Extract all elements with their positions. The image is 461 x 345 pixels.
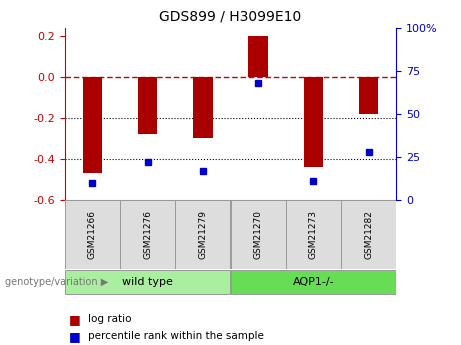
Bar bbox=[304, 77, 323, 167]
Bar bbox=[83, 77, 102, 174]
Text: ■: ■ bbox=[69, 330, 81, 343]
Text: GSM21273: GSM21273 bbox=[309, 210, 318, 259]
Text: GSM21282: GSM21282 bbox=[364, 210, 373, 259]
Text: wild type: wild type bbox=[122, 277, 173, 286]
Text: GSM21276: GSM21276 bbox=[143, 210, 152, 259]
Title: GDS899 / H3099E10: GDS899 / H3099E10 bbox=[160, 10, 301, 24]
Bar bbox=[65, 270, 230, 294]
Bar bbox=[342, 200, 396, 269]
Bar bbox=[193, 77, 213, 138]
Bar bbox=[120, 200, 175, 269]
Text: percentile rank within the sample: percentile rank within the sample bbox=[88, 332, 264, 341]
Bar bbox=[286, 200, 341, 269]
Bar bbox=[231, 200, 285, 269]
Bar bbox=[248, 36, 268, 77]
Bar bbox=[176, 200, 230, 269]
Bar bbox=[65, 200, 119, 269]
Text: GSM21279: GSM21279 bbox=[198, 210, 207, 259]
Text: ■: ■ bbox=[69, 313, 81, 326]
Text: genotype/variation ▶: genotype/variation ▶ bbox=[5, 277, 108, 287]
Bar bbox=[359, 77, 378, 114]
Text: GSM21266: GSM21266 bbox=[88, 210, 97, 259]
Bar bbox=[231, 270, 396, 294]
Bar bbox=[138, 77, 157, 135]
Text: AQP1-/-: AQP1-/- bbox=[293, 277, 334, 286]
Text: log ratio: log ratio bbox=[88, 314, 131, 324]
Text: GSM21270: GSM21270 bbox=[254, 210, 263, 259]
